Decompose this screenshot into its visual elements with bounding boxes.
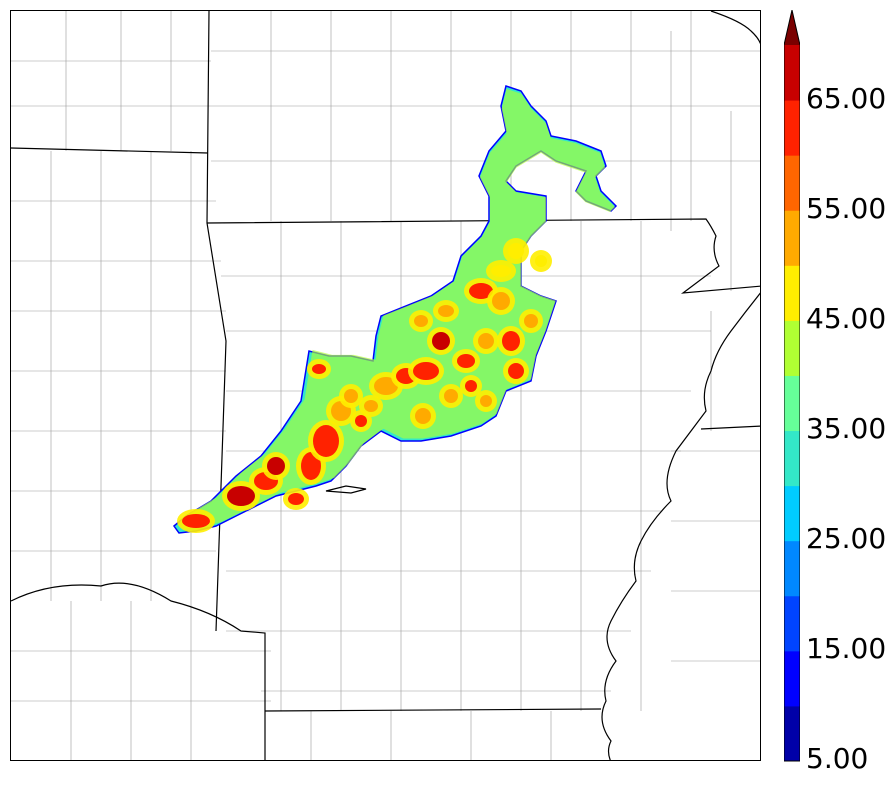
echo-core: [415, 408, 431, 424]
colorbar-bin: [784, 540, 800, 597]
echo-core: [478, 333, 494, 349]
echo-core: [267, 457, 285, 475]
colorbar-bin: [784, 375, 800, 432]
echo-core: [413, 362, 439, 380]
colorbar-tick-label: 55.00: [806, 192, 887, 225]
echo-core: [364, 400, 378, 412]
echo-core: [457, 354, 475, 368]
echo-core: [502, 331, 520, 351]
echo-core: [344, 389, 358, 403]
state-boundaries: [11, 11, 760, 760]
colorbar-tick-label: 15.00: [806, 632, 887, 665]
colorbar-bin: [784, 210, 800, 266]
echo-core: [535, 255, 547, 267]
echo-core: [469, 283, 493, 299]
echo-core: [312, 364, 326, 374]
echo-core: [432, 332, 450, 350]
echo-core: [301, 452, 321, 480]
echo-core: [480, 395, 492, 407]
colorbar-bin: [784, 430, 800, 487]
colorbar-extend-arrow: [784, 10, 800, 45]
colorbar-tick-label: 45.00: [806, 302, 887, 335]
echo-core: [374, 377, 398, 395]
echo-core: [227, 486, 255, 506]
echo-core: [491, 265, 511, 277]
colorbar-frame: [784, 10, 800, 762]
colorbar-bin: [784, 705, 800, 762]
echo-core: [438, 305, 454, 317]
colorbar-tick-label: 5.00: [806, 742, 869, 775]
colorbar-bin: [784, 100, 800, 156]
colorbar-bin: [784, 595, 800, 652]
colorbar-bin: [784, 650, 800, 707]
echo-core: [182, 514, 210, 528]
swath-fill-40dbz: [179, 88, 615, 530]
echo-core: [313, 425, 339, 457]
reflectivity-swath: [172, 85, 618, 534]
map-panel: [10, 10, 761, 761]
echo-core: [444, 389, 458, 403]
colorbar-bin: [784, 320, 800, 376]
echo-core: [492, 292, 510, 310]
echo-core: [288, 493, 304, 505]
echo-core: [508, 363, 524, 379]
echo-core: [414, 315, 428, 327]
colorbar-tick-label: 35.00: [806, 412, 887, 445]
colorbar-tick-label: 65.00: [806, 82, 887, 115]
map-canvas: [11, 11, 760, 760]
colorbar-bin: [784, 45, 800, 101]
colorbar: [784, 10, 800, 762]
echo-core: [465, 380, 477, 392]
echo-core: [355, 415, 367, 427]
echo-core: [508, 243, 524, 259]
echo-core: [524, 314, 538, 328]
colorbar-tick-label: 25.00: [806, 522, 887, 555]
colorbar-bin: [784, 485, 800, 542]
colorbar-bin: [784, 265, 800, 321]
colorbar-bin: [784, 155, 800, 211]
